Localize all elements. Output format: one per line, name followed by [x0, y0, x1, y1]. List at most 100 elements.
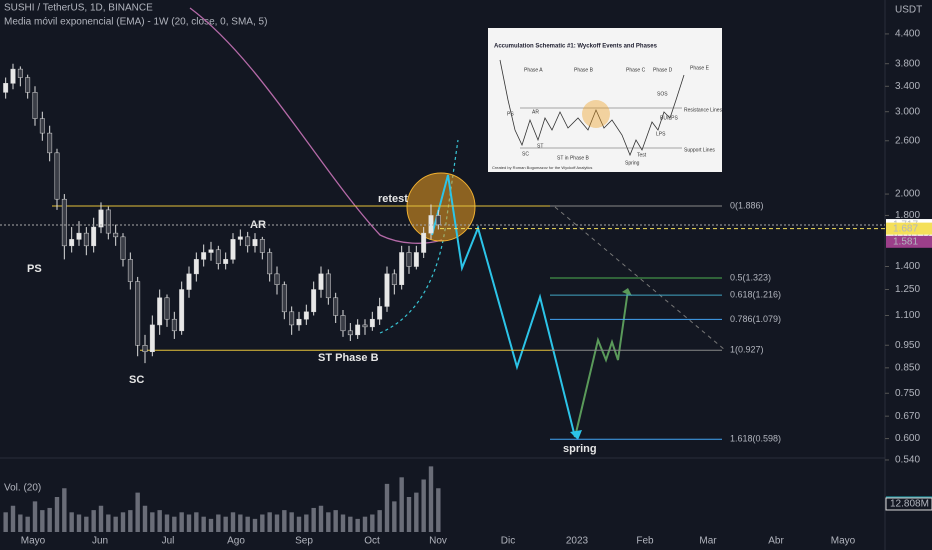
trend-guide [554, 206, 726, 351]
inset-phase: Phase E [690, 65, 710, 71]
candle-body [391, 273, 397, 285]
candle-body [237, 236, 243, 240]
x-tick-label: Dic [501, 536, 515, 547]
inset-label: ST [537, 143, 543, 149]
volume-bar [69, 512, 74, 532]
price-tag [886, 235, 932, 248]
indicator: Media móvil exponencial (EMA) - 1W (20, … [4, 17, 267, 28]
inset-label: SOS [657, 91, 668, 97]
volume-bar [333, 510, 338, 532]
inset-phase: Phase C [626, 67, 646, 73]
y-tick-label: 3.000 [895, 106, 920, 117]
x-tick-label: Jul [162, 536, 175, 547]
volume-bar [274, 514, 280, 532]
candle-body [347, 330, 353, 336]
volume-bar [98, 505, 104, 532]
candle-body [377, 306, 383, 320]
annotation: SC [129, 374, 144, 386]
volume-bar [40, 510, 45, 532]
candle-body [296, 318, 302, 326]
inset-label: Test [637, 152, 647, 158]
ema-line [189, 7, 443, 244]
inset-circle [582, 100, 610, 128]
volume-bar [260, 514, 265, 532]
candle-body [355, 324, 361, 336]
volume-bar [10, 505, 16, 532]
candle-body [325, 273, 331, 299]
candle-body [318, 273, 324, 290]
candle-body [69, 239, 75, 247]
candle-body [127, 259, 133, 282]
inset-path [499, 59, 685, 157]
inset-label: AR [532, 109, 539, 115]
volume-bar [326, 512, 331, 532]
candle-body [193, 259, 199, 275]
candle-body [157, 297, 163, 326]
arrow-head [622, 288, 632, 296]
inset-phase: Phase D [653, 67, 673, 73]
wyckoff-inset: Accumulation Schematic #1: Wyckoff Event… [488, 28, 723, 172]
candle-body [435, 215, 441, 225]
y-tick-label: 0.850 [895, 362, 920, 373]
volume-bar [311, 507, 316, 532]
fib-label: 0.618(1.216) [730, 289, 781, 299]
candle-body [10, 68, 16, 84]
volume-bar [186, 514, 192, 532]
candle-body [39, 118, 45, 134]
candle-body [340, 315, 346, 332]
inset-label: Spring [625, 160, 640, 166]
volume-bar [18, 514, 23, 532]
volume-bar [362, 516, 368, 532]
y-tick-label: 3.800 [895, 58, 920, 69]
symbol: SUSHI / TetherUS, 1D, BINANCE [4, 3, 153, 14]
y-tick-label: 1.400 [895, 261, 920, 272]
candle-body [215, 249, 221, 264]
candle-body [186, 273, 192, 290]
volume-bar [91, 510, 96, 532]
inset-label: SC [522, 151, 529, 157]
volume-bar [355, 518, 360, 532]
candle-body [252, 239, 258, 247]
inset-credit: Created by Roman Bogomazov for the Wycko… [492, 165, 592, 170]
candle-body [135, 281, 141, 346]
y-tick-label: 0.750 [895, 388, 920, 399]
volume-bar [32, 501, 38, 532]
inset-label: BU/LPS [660, 115, 678, 121]
y-tick-label: 2.000 [895, 189, 920, 200]
y-tick-label: 1.800 [895, 210, 920, 221]
volume-bar [150, 512, 155, 532]
y-tick-label: 1.250 [895, 284, 920, 295]
retest-circle [406, 172, 476, 242]
x-tick-label: Sep [295, 536, 313, 547]
inset-title: Accumulation Schematic #1: Wyckoff Event… [494, 44, 658, 50]
annotation: ST Phase B [318, 352, 379, 364]
candle-body [47, 132, 53, 154]
projection-up [574, 289, 629, 438]
candle-body [61, 198, 67, 247]
volume-bar [377, 510, 382, 532]
candle-body [76, 232, 82, 240]
currency: USDT [895, 5, 922, 16]
volume-bar [223, 516, 228, 532]
volume-bar [238, 514, 243, 532]
volume-bar [289, 512, 294, 532]
x-tick-label: Ago [227, 536, 245, 547]
candle-body [406, 252, 412, 267]
candle-body [362, 324, 368, 328]
candle-body [83, 232, 89, 247]
candle-body [17, 68, 23, 78]
fib-label: 1(0.927) [730, 345, 764, 355]
price-tag-label: 1.687 [893, 223, 918, 234]
y-tick-label: 0.950 [895, 340, 920, 351]
volume-bar [84, 516, 89, 532]
candle-body [245, 236, 251, 247]
volume-bar [106, 514, 111, 532]
candle-body [105, 209, 111, 234]
inset-phase: Phase B [574, 67, 594, 73]
volume-bar [208, 518, 214, 532]
candle-body [421, 232, 427, 253]
volume-bar [201, 516, 206, 532]
candle-body [120, 236, 126, 260]
volume-bar [25, 516, 30, 532]
